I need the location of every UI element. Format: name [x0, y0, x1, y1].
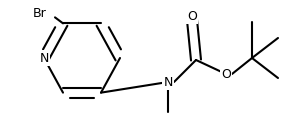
Text: N: N — [163, 76, 173, 88]
Text: Br: Br — [33, 7, 47, 20]
Text: N: N — [39, 51, 49, 65]
Text: O: O — [221, 67, 231, 81]
Text: O: O — [187, 10, 197, 22]
